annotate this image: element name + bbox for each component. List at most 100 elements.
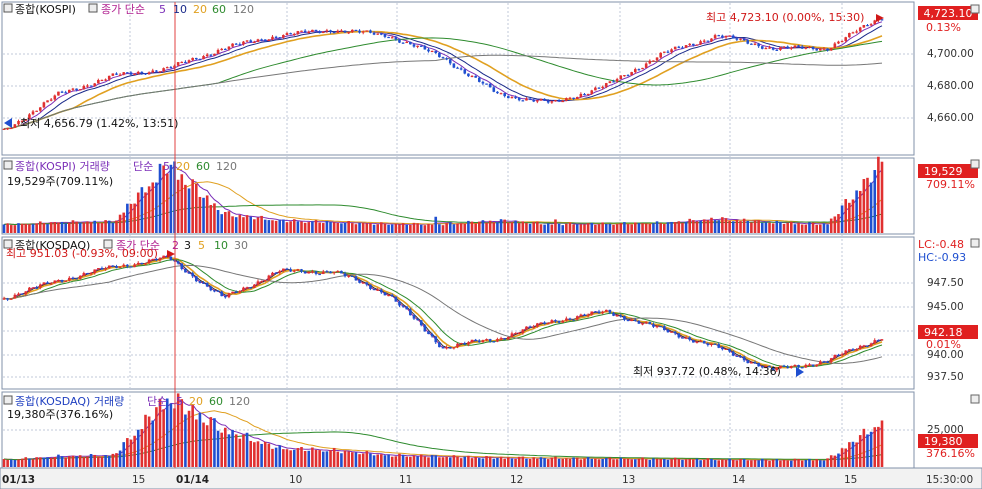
kospi-ma-legend-checkbox[interactable]	[88, 3, 98, 13]
candle-body	[180, 61, 184, 64]
volume-bar	[507, 457, 510, 467]
volume-bar	[601, 458, 604, 467]
kospi-current-pct: 0.13%	[926, 21, 961, 34]
volume-bar	[300, 221, 303, 233]
volume-bar	[452, 455, 456, 467]
candle-body	[46, 282, 49, 284]
candle-body	[608, 81, 612, 84]
candle-body	[71, 88, 75, 90]
kosdaq-volume-legend-checkbox[interactable]	[3, 395, 13, 405]
candle-body	[361, 31, 365, 33]
candle-body	[775, 368, 779, 371]
candle-body	[224, 296, 227, 298]
kosdaq-ma-legend-checkbox[interactable]	[103, 239, 113, 249]
volume-bar	[463, 456, 467, 467]
candle-body	[688, 43, 692, 46]
volume-bar	[260, 443, 263, 467]
candle-body	[285, 268, 289, 270]
volume-bar	[681, 459, 684, 467]
volume-bar	[111, 453, 115, 467]
candle-body	[528, 98, 532, 100]
kosdaq-low-annotation: 최저 937.72 (0.48%, 14:36)	[633, 365, 781, 378]
volume-bar	[136, 429, 140, 467]
candle-body	[721, 35, 724, 38]
volume-bar	[543, 458, 546, 467]
candle-body	[245, 40, 249, 42]
volume-bar	[129, 203, 133, 233]
candle-body	[615, 79, 619, 82]
volume-bar	[604, 223, 608, 233]
volume-bar	[104, 220, 107, 233]
volume-bar	[459, 458, 463, 467]
candle-body	[499, 93, 503, 95]
candle-body	[590, 90, 594, 94]
candle-body	[829, 48, 833, 51]
volume-bar	[307, 450, 311, 467]
candle-body	[742, 38, 746, 41]
volume-bar	[434, 455, 438, 467]
candle-body	[49, 283, 53, 285]
volume-bar	[133, 203, 136, 233]
volume-bar	[97, 222, 100, 233]
candle-body	[695, 341, 699, 343]
volume-bar	[354, 452, 358, 467]
time-axis-label: 10	[289, 474, 302, 486]
volume-bar	[768, 460, 771, 467]
volume-bar	[147, 416, 151, 467]
volume-bar	[314, 220, 318, 233]
kospi-volume-panel-menu-button[interactable]	[970, 159, 980, 169]
kosdaq-legend-checkbox[interactable]	[3, 239, 13, 249]
volume-bar	[60, 221, 64, 233]
candle-body	[623, 75, 626, 77]
volume-bar	[358, 454, 361, 467]
volume-bar	[503, 458, 506, 467]
candle-body	[256, 39, 260, 42]
volume-bar	[191, 405, 194, 467]
candle-body	[53, 95, 57, 100]
ma-line-120	[3, 54, 883, 130]
kospi-legend-checkbox[interactable]	[3, 3, 13, 13]
volume-bar	[663, 458, 666, 467]
candle-body	[536, 100, 539, 102]
volume-bar	[706, 219, 710, 233]
candle-body	[162, 255, 165, 259]
volume-bar	[862, 428, 866, 467]
volume-bar	[760, 222, 764, 233]
candle-body	[140, 262, 144, 265]
candle-body	[398, 39, 401, 43]
candle-body	[546, 100, 550, 103]
volume-bar	[510, 222, 514, 233]
kospi-panel-menu-button[interactable]	[970, 4, 980, 14]
candle-body	[187, 60, 191, 63]
candle-body	[263, 39, 267, 42]
volume-bar	[536, 221, 539, 233]
candle-body	[448, 346, 452, 349]
volume-bar	[521, 221, 525, 233]
candle-body	[543, 322, 546, 325]
candle-body	[724, 35, 728, 38]
candle-body	[416, 318, 419, 321]
volume-bar	[735, 220, 739, 233]
volume-bar	[78, 455, 82, 467]
volume-bar	[238, 438, 242, 467]
volume-bar	[57, 222, 60, 233]
candle-body	[140, 71, 144, 74]
kosdaq-volume-panel-menu-button[interactable]	[970, 394, 980, 404]
volume-bar	[380, 222, 383, 233]
kospi-volume-legend-name: 종합(KOSPI) 거래량	[15, 160, 110, 173]
kosdaq-panel-menu-button[interactable]	[970, 238, 980, 248]
time-axis-label: 11	[399, 474, 412, 486]
kospi-volume-legend-checkbox[interactable]	[3, 160, 13, 170]
candle-body	[768, 365, 771, 368]
volume-bar	[213, 203, 216, 233]
volume-bar	[419, 454, 423, 467]
candle-body	[20, 293, 24, 295]
volume-bar	[467, 220, 470, 233]
candle-body	[536, 323, 539, 327]
volume-bar	[220, 214, 223, 233]
volume-bar	[115, 220, 118, 233]
volume-bar	[216, 210, 220, 233]
volume-bar	[757, 460, 760, 467]
volume-bar	[89, 222, 93, 233]
